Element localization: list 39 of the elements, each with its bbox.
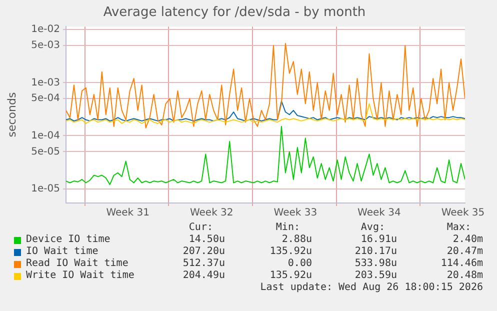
text: 533.98u [354, 258, 397, 270]
chart-title: Average latency for /dev/sda - by month [103, 5, 366, 20]
y-tick-label: 1e-04 [31, 130, 60, 142]
y-tick-label: 5e-04 [31, 93, 60, 104]
text: 2.88u [282, 234, 312, 246]
text: 207.20u [182, 246, 225, 258]
text: 114.46m [440, 258, 483, 270]
text: Max: [446, 222, 471, 234]
legend-label: Read IO Wait time [26, 258, 128, 270]
y-tick-label: 1e-03 [31, 77, 60, 88]
x-tick-label: Week 32 [190, 208, 234, 219]
text: 14.50u [188, 234, 225, 246]
text: Last update: Wed Aug 26 18:00:15 2026 [260, 282, 483, 294]
x-tick-label: Week 31 [106, 208, 150, 219]
x-tick-label: Week 35 [441, 208, 485, 219]
text: 210.17u [354, 246, 397, 258]
text: 512.37u [182, 258, 225, 270]
text: Min: [276, 222, 300, 234]
y-axis-title: seconds [5, 92, 18, 138]
text: 0.00 [288, 258, 312, 270]
y-tick-label: 5e-03 [31, 40, 60, 52]
legend-label: IO Wait time [26, 246, 98, 258]
text: 135.92u [270, 270, 312, 282]
text: 2.40m [452, 234, 483, 246]
y-tick-label: 5e-05 [31, 146, 60, 158]
text: 204.49u [182, 270, 225, 282]
x-tick-label: Week 33 [274, 208, 318, 219]
y-tick-label: 1e-02 [31, 24, 60, 36]
y-tick-label: 1e-05 [31, 183, 60, 194]
text: 203.59u [354, 270, 397, 282]
x-tick-label: Week 34 [358, 208, 401, 219]
legend-label: Device IO time [26, 234, 110, 246]
text: 135.92u [270, 246, 312, 258]
text: 20.47m [446, 246, 483, 258]
text: 16.91u [360, 234, 397, 246]
legend-label: Write IO Wait time [26, 270, 134, 282]
text: Avg: [360, 222, 385, 234]
text: 20.48m [446, 270, 483, 282]
text: Cur: [188, 222, 213, 234]
